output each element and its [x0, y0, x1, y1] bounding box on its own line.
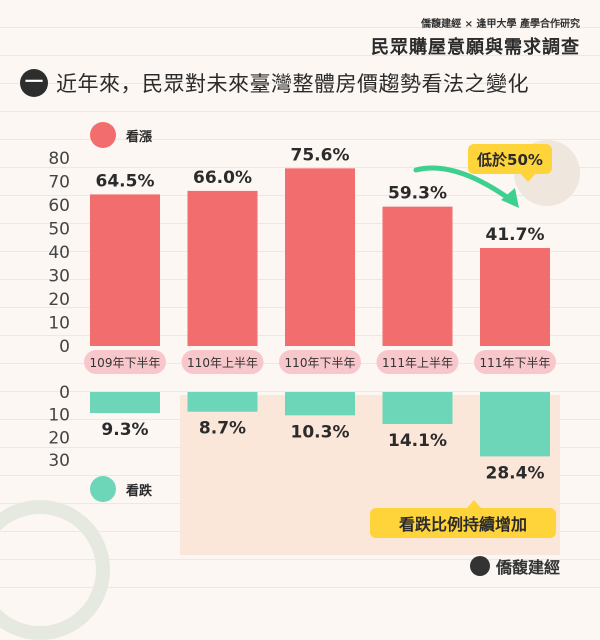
category-pill: [474, 350, 556, 374]
rise-value-label: 41.7%: [486, 225, 545, 245]
fall-legend-label: 看跌: [126, 483, 153, 499]
rise-bar: [480, 248, 550, 346]
y-tick-up: 50: [48, 220, 70, 240]
fall-value-label: 10.3%: [291, 422, 350, 442]
y-tick-up: 40: [48, 243, 70, 263]
fall-legend-dot: [90, 476, 116, 502]
trend-arrow-line: [413, 165, 514, 203]
rise-value-label: 75.6%: [291, 145, 350, 165]
fall-value-label: 28.4%: [486, 463, 545, 483]
category-pill: [376, 350, 459, 374]
category-label: 109年下半年: [90, 356, 161, 370]
y-tick-up: 30: [48, 267, 70, 287]
category-pill: [181, 350, 264, 374]
y-tick-down: 30: [48, 451, 70, 471]
category-label: 111年下半年: [480, 356, 551, 370]
y-tick-up: 10: [48, 314, 70, 334]
page-title: 民眾購屋意願與需求調查: [371, 37, 580, 58]
y-tick-down: 20: [48, 428, 70, 448]
partner-credit: 僑馥建經 × 逢甲大學 產學合作研究: [421, 19, 580, 30]
brand-name: 僑馥建經: [495, 558, 560, 577]
rise-bar: [382, 206, 453, 346]
fall-bar: [285, 392, 355, 416]
y-tick-down: 10: [48, 406, 70, 426]
section-title: 近年來，民眾對未來臺灣整體房價趨勢看法之變化: [56, 72, 529, 96]
fall-bar: [382, 392, 453, 424]
category-pill: [279, 350, 361, 374]
rise-legend-dot: [90, 122, 116, 148]
fall-rising-callout: 看跌比例持續增加: [370, 500, 556, 538]
y-tick-down: 0: [59, 383, 70, 403]
y-tick-up: 0: [59, 337, 70, 357]
y-tick-up: 20: [48, 290, 70, 310]
fall-bar: [480, 392, 550, 457]
below-half-callout: 低於50%: [468, 144, 552, 182]
section-number-badge: 一: [20, 69, 48, 97]
fall-bar: [90, 392, 160, 414]
category-pill: [84, 350, 166, 374]
category-label: 110年上半年: [187, 356, 258, 370]
brand-logo: 僑馥建經: [469, 554, 560, 578]
rise-bar: [90, 194, 160, 346]
rise-value-label: 64.5%: [96, 171, 155, 191]
category-label: 111年上半年: [382, 356, 453, 370]
rise-bar: [187, 190, 258, 346]
section-heading: 一 近年來，民眾對未來臺灣整體房價趨勢看法之變化: [20, 68, 529, 98]
category-label: 110年下半年: [285, 356, 356, 370]
fall-value-label: 14.1%: [388, 431, 447, 451]
rise-value-label: 66.0%: [193, 168, 252, 188]
legend-rise: 看漲: [90, 122, 152, 148]
brand-mark-icon: [469, 556, 490, 576]
legend-fall: 看跌: [90, 476, 152, 502]
rise-legend-label: 看漲: [126, 129, 153, 145]
fall-value-label: 9.3%: [101, 420, 148, 440]
y-tick-up: 60: [48, 196, 70, 216]
y-tick-up: 70: [48, 173, 70, 193]
rise-value-label: 59.3%: [388, 184, 447, 204]
price-trend-chart: 80706050403020100010203064.5%109年下半年9.3%…: [48, 145, 556, 483]
trend-arrow-head: [501, 188, 519, 208]
y-tick-up: 80: [48, 149, 70, 169]
fall-bar: [187, 392, 258, 412]
fall-value-label: 8.7%: [199, 419, 246, 439]
rise-bar: [285, 168, 355, 346]
